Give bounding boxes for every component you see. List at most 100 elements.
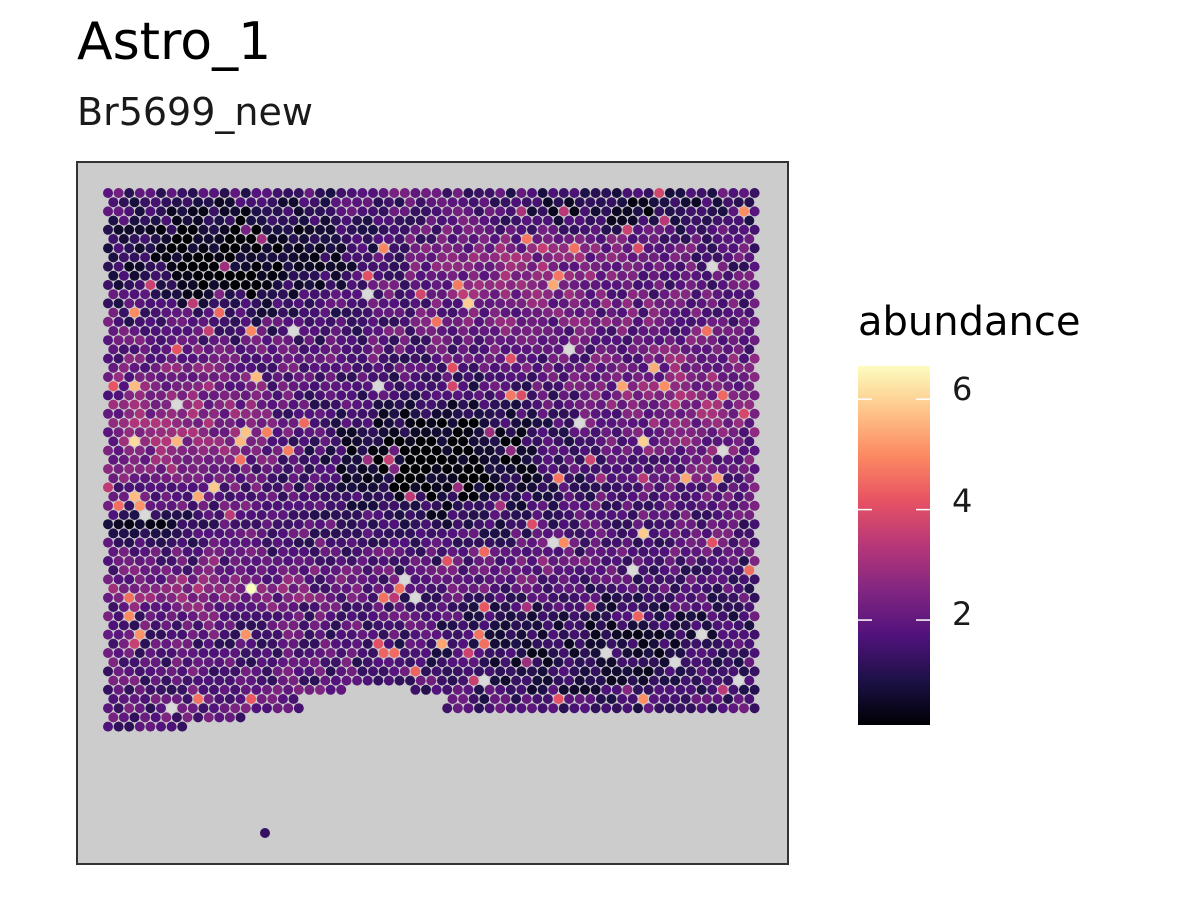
spot: [574, 215, 585, 226]
spot: [749, 206, 760, 217]
spot: [569, 684, 580, 695]
spot: [696, 574, 707, 585]
spot: [659, 528, 670, 539]
spot: [352, 546, 363, 557]
spot: [558, 243, 569, 254]
spot: [495, 188, 506, 198]
spot: [330, 436, 341, 447]
spot: [436, 234, 447, 244]
spot: [468, 583, 479, 594]
spot: [696, 537, 707, 548]
spot: [214, 638, 225, 649]
spot: [341, 473, 352, 484]
spot: [256, 583, 267, 594]
spot: [256, 362, 267, 373]
spot: [564, 491, 575, 502]
spot: [352, 510, 363, 520]
spot: [712, 657, 723, 668]
spot: [696, 556, 707, 566]
spot: [113, 611, 124, 622]
spot: [564, 234, 575, 244]
spot: [447, 270, 458, 281]
spot: [346, 611, 357, 622]
spot: [251, 353, 262, 364]
spot: [447, 565, 458, 576]
spot: [203, 620, 214, 631]
spot: [177, 188, 188, 198]
spot: [701, 234, 712, 244]
spot: [484, 519, 495, 530]
spot: [680, 307, 691, 318]
spot: [574, 362, 585, 373]
spot: [378, 629, 389, 640]
spot: [489, 620, 500, 631]
spot: [691, 197, 702, 208]
spot: [394, 528, 405, 539]
spot: [468, 270, 479, 281]
spot: [569, 353, 580, 364]
spot: [166, 353, 177, 364]
spot: [564, 473, 575, 484]
spot: [320, 491, 331, 502]
spot: [198, 353, 209, 364]
spot: [463, 372, 474, 382]
spot: [474, 280, 484, 290]
spot: [474, 372, 484, 382]
spot: [468, 454, 479, 465]
spot: [564, 307, 575, 318]
spot: [484, 648, 495, 658]
spot: [293, 648, 304, 658]
spot: [664, 261, 675, 272]
spot: [569, 280, 580, 290]
spot: [405, 197, 416, 208]
spot: [659, 657, 670, 668]
spot: [320, 307, 331, 318]
spot: [246, 454, 257, 465]
spot: [150, 234, 161, 244]
spot: [341, 197, 352, 208]
spot: [171, 307, 182, 318]
spot: [129, 215, 140, 226]
spot: [442, 280, 453, 290]
spot: [659, 381, 670, 392]
spot: [643, 684, 654, 695]
spot: [293, 261, 304, 272]
spot: [505, 666, 516, 677]
spot: [516, 427, 527, 438]
spot: [458, 473, 469, 484]
spot: [659, 675, 670, 686]
spot: [325, 519, 336, 530]
spot: [309, 399, 320, 410]
spot: [516, 390, 527, 401]
spot: [553, 528, 564, 539]
spot: [230, 500, 241, 511]
spot: [675, 703, 686, 714]
spot: [352, 473, 363, 484]
spot: [436, 381, 447, 392]
spot: [378, 648, 389, 658]
spot: [203, 528, 214, 539]
spot: [744, 546, 755, 557]
spot: [643, 482, 654, 493]
spot: [505, 206, 516, 217]
spot: [209, 335, 219, 346]
spot: [452, 206, 463, 217]
spot: [463, 224, 474, 235]
spot: [394, 657, 405, 668]
spot: [373, 197, 384, 208]
spot: [145, 372, 156, 382]
spot: [193, 234, 204, 244]
spot: [527, 684, 537, 695]
spot: [590, 482, 601, 493]
spot: [256, 215, 267, 226]
spot: [405, 326, 416, 336]
spot: [585, 491, 596, 502]
spot: [686, 611, 696, 622]
spot: [293, 537, 304, 548]
spot: [479, 234, 490, 244]
spot: [484, 353, 495, 364]
spot: [108, 675, 119, 686]
spot: [590, 592, 601, 603]
spot: [548, 684, 559, 695]
spot: [675, 556, 686, 566]
